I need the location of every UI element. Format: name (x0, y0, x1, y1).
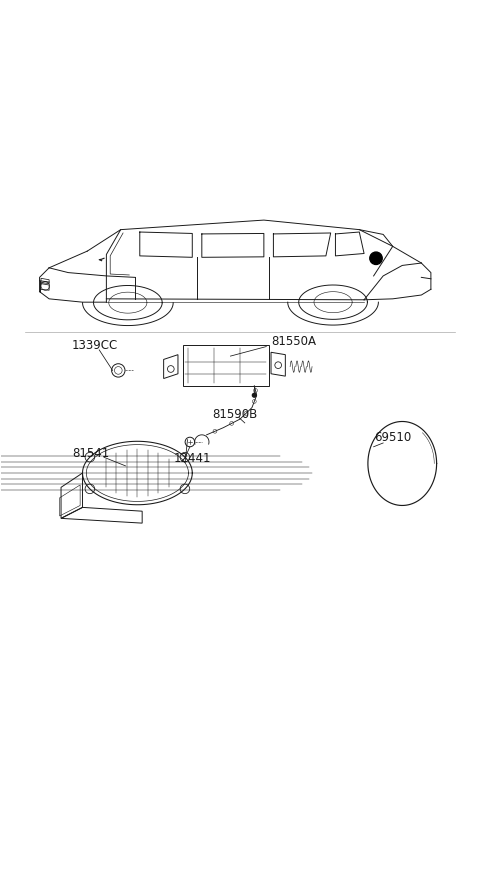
Text: 81541: 81541 (72, 447, 109, 461)
Text: 12441: 12441 (173, 453, 211, 465)
Text: 81550A: 81550A (271, 335, 316, 348)
Text: 69510: 69510 (374, 431, 412, 444)
Text: 1339CC: 1339CC (72, 339, 118, 352)
Circle shape (370, 252, 382, 264)
Bar (183, 345, 269, 385)
Circle shape (252, 393, 256, 397)
Text: 81590B: 81590B (212, 408, 258, 421)
